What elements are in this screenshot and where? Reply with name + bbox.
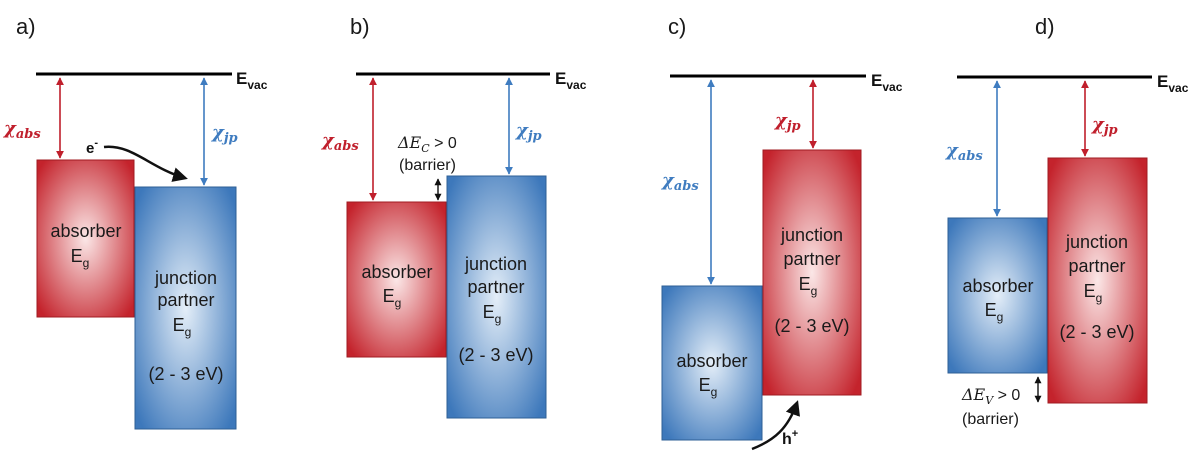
junction-label: junction bbox=[464, 254, 527, 274]
delta-ev-label: ΔEV > 0 bbox=[961, 385, 1020, 407]
absorber-box bbox=[346, 201, 447, 358]
panel-c-label: c) bbox=[668, 14, 686, 39]
partner-label: partner bbox=[157, 290, 214, 310]
absorber-label: absorber bbox=[361, 262, 432, 282]
range-label: (2 - 3 eV) bbox=[774, 316, 849, 336]
partner-label: partner bbox=[467, 277, 524, 297]
evac-label: Evac bbox=[871, 71, 903, 94]
junction-partner-box bbox=[1047, 157, 1148, 404]
panel-c: c) Evac χabs χjp junction partner Eg (2 … bbox=[660, 14, 903, 451]
range-label: (2 - 3 eV) bbox=[1059, 322, 1134, 342]
evac-label: Evac bbox=[1157, 72, 1189, 95]
partner-label: partner bbox=[1068, 256, 1125, 276]
hole-label: h+ bbox=[782, 428, 798, 448]
junction-partner-box bbox=[446, 175, 547, 419]
junction-label: junction bbox=[1065, 232, 1128, 252]
absorber-eg: Eg bbox=[383, 286, 402, 310]
barrier-label: (barrier) bbox=[962, 411, 1019, 428]
junction-partner-box bbox=[762, 149, 862, 396]
chi-jp-label: χjp bbox=[773, 110, 801, 134]
chi-abs-label: χabs bbox=[2, 118, 41, 142]
absorber-label: absorber bbox=[50, 221, 121, 241]
chi-jp-label: χjp bbox=[514, 120, 542, 144]
range-label: (2 - 3 eV) bbox=[148, 364, 223, 384]
electron-transfer-arrow bbox=[103, 145, 188, 182]
electron-label: e- bbox=[86, 137, 98, 157]
junction-partner-box bbox=[134, 186, 237, 430]
chi-jp-label: χjp bbox=[210, 122, 238, 146]
range-label: (2 - 3 eV) bbox=[458, 345, 533, 365]
absorber-eg: Eg bbox=[985, 300, 1004, 324]
panel-b-label: b) bbox=[350, 14, 370, 39]
junction-eg: Eg bbox=[1084, 281, 1103, 305]
junction-eg: Eg bbox=[483, 302, 502, 326]
chi-abs-label: χabs bbox=[320, 130, 359, 154]
absorber-label: absorber bbox=[676, 351, 747, 371]
junction-label: junction bbox=[154, 268, 217, 288]
absorber-box bbox=[661, 285, 763, 441]
panel-a: a) Evac χabs χjp e- absorber Eg junction… bbox=[2, 14, 268, 430]
hole-transfer-arrow bbox=[751, 400, 800, 451]
junction-label: junction bbox=[780, 225, 843, 245]
chi-abs-label: χabs bbox=[660, 170, 699, 194]
absorber-eg: Eg bbox=[699, 375, 718, 399]
junction-eg: Eg bbox=[173, 315, 192, 339]
junction-eg: Eg bbox=[799, 274, 818, 298]
partner-label: partner bbox=[783, 249, 840, 269]
delta-ec-label: ΔEC > 0 bbox=[397, 133, 457, 155]
evac-label: Evac bbox=[236, 69, 268, 92]
absorber-eg: Eg bbox=[71, 246, 90, 270]
chi-abs-label: χabs bbox=[944, 140, 983, 164]
absorber-box bbox=[947, 217, 1048, 374]
panel-d-label: d) bbox=[1035, 14, 1055, 39]
absorber-label: absorber bbox=[962, 276, 1033, 296]
barrier-label: (barrier) bbox=[399, 157, 456, 174]
panel-b: b) Evac χabs χjp ΔEC > 0 (barrier) absor… bbox=[320, 14, 587, 419]
chi-jp-label: χjp bbox=[1090, 114, 1118, 138]
evac-label: Evac bbox=[555, 69, 587, 92]
panel-d: d) Evac χabs χjp absorber Eg junction pa… bbox=[944, 14, 1189, 428]
absorber-box bbox=[36, 159, 135, 318]
panel-a-label: a) bbox=[16, 14, 36, 39]
